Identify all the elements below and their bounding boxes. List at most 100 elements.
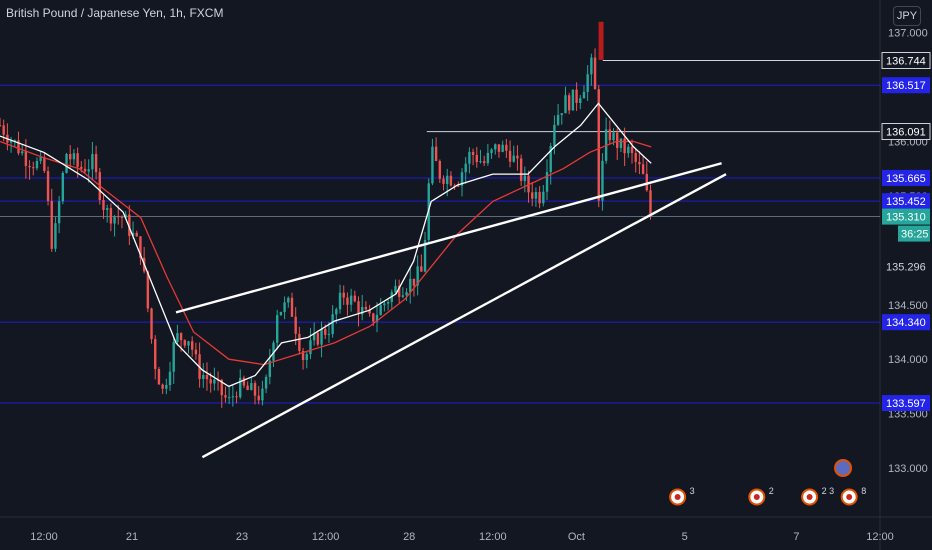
candle-body: [468, 151, 471, 164]
candle-body: [590, 57, 593, 75]
candle-body: [209, 379, 212, 384]
candle-body: [564, 95, 567, 114]
price-label: 135.452: [886, 196, 926, 208]
candle-body: [83, 168, 87, 172]
candle-body: [220, 379, 223, 396]
candle-body: [442, 178, 445, 184]
candle-body: [113, 216, 116, 224]
candle-body: [394, 285, 397, 293]
candle-body: [128, 214, 131, 236]
candle-body: [39, 157, 42, 161]
candle-body: [268, 360, 272, 377]
flag-center: [846, 494, 853, 500]
candle-body: [638, 161, 641, 165]
candle-body: [250, 383, 253, 390]
price-label: 136.744: [886, 56, 926, 68]
event-marker[interactable]: 3: [669, 486, 695, 506]
candle-body: [505, 144, 508, 151]
candle-body: [13, 140, 16, 142]
candle-body: [312, 333, 316, 341]
candle-body: [512, 155, 515, 162]
candle-body: [575, 89, 578, 103]
candle-body: [353, 295, 357, 302]
event-marker[interactable]: 2 3: [801, 486, 835, 506]
currency-button[interactable]: JPY: [893, 6, 921, 26]
candle-body: [464, 163, 467, 173]
candle-body: [202, 374, 205, 379]
candle-body: [179, 333, 183, 341]
candle-body: [357, 301, 360, 315]
candle-body: [80, 166, 83, 169]
event-badge: 2 3: [822, 486, 835, 496]
candle-body: [420, 266, 423, 272]
candle-body: [457, 185, 460, 187]
candle-body: [612, 132, 615, 141]
candle-body: [538, 191, 541, 204]
candle-body: [324, 329, 327, 335]
event-marker[interactable]: 2: [748, 486, 774, 506]
candle-body: [94, 154, 98, 173]
candle-body: [545, 172, 549, 192]
x-tick-label: 12:00: [866, 531, 894, 543]
candle-body: [482, 161, 486, 164]
candle-body: [553, 124, 556, 146]
candle-body: [616, 132, 619, 148]
candle-body: [364, 306, 368, 310]
candle-body: [586, 74, 589, 92]
price-label-box: [881, 52, 931, 69]
candle-body: [227, 397, 231, 399]
candle-body: [69, 154, 72, 160]
event-marker[interactable]: 8: [840, 486, 867, 506]
candle-body: [279, 311, 283, 316]
candle-body: [261, 388, 264, 401]
candle-body: [157, 369, 161, 385]
candle-body: [460, 172, 464, 186]
candle-body: [17, 140, 20, 154]
x-tick-label: 12:00: [312, 531, 340, 543]
candle-body: [9, 140, 13, 143]
candle-body: [72, 153, 76, 160]
candle-body: [0, 125, 2, 127]
candle-body: [560, 113, 563, 115]
candle-body: [361, 306, 364, 315]
candle-body: [91, 154, 94, 170]
candle-body: [519, 158, 523, 181]
candle-body: [327, 334, 331, 336]
candle-body: [386, 301, 390, 304]
candle-body: [405, 292, 408, 296]
candle-body: [531, 192, 534, 199]
moving-average-red: [0, 140, 652, 366]
candle-body: [320, 329, 323, 345]
candle-body: [102, 200, 105, 210]
candle-body: [479, 161, 482, 163]
candle-body: [338, 292, 342, 310]
candle-body: [453, 185, 456, 187]
candle-body: [87, 169, 90, 172]
candle-body: [582, 91, 586, 99]
candle-body: [154, 339, 157, 370]
candle-body: [190, 341, 194, 350]
candle-body: [368, 309, 371, 314]
candle-body: [35, 160, 39, 169]
candle-body: [627, 146, 630, 154]
event-badge: 2: [769, 486, 774, 496]
candle-body: [372, 313, 375, 322]
x-tick-label: 21: [126, 531, 138, 543]
y-tick-label: 133.000: [888, 463, 928, 475]
price-label: 135.310: [886, 212, 926, 224]
y-tick-label: 137.000: [888, 28, 928, 40]
candle-body: [342, 292, 345, 298]
candle-body: [446, 175, 449, 184]
candle-body: [264, 376, 268, 389]
flag-center: [674, 494, 681, 500]
price-label: 133.597: [886, 398, 926, 410]
price-label: 134.340: [886, 317, 926, 329]
candle-body: [601, 160, 604, 201]
x-tick-label: 28: [403, 531, 415, 543]
y-tick-label: 134.000: [888, 354, 928, 366]
candle-body: [301, 350, 305, 361]
flag-center: [753, 494, 760, 500]
candle-body: [571, 89, 575, 111]
candle-body: [556, 114, 560, 125]
